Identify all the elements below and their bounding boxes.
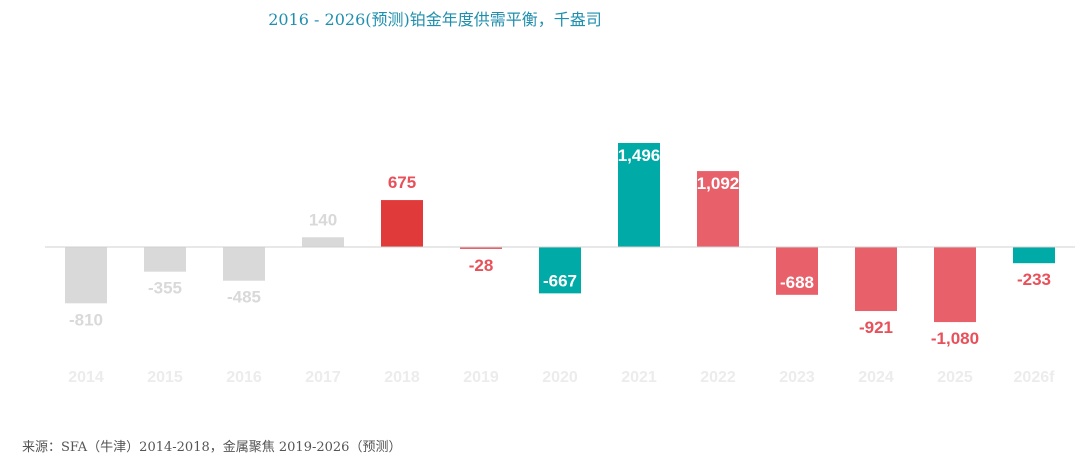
- data-label-2022: 1,092: [697, 174, 740, 193]
- bar-2026f: [1013, 247, 1055, 264]
- x-tick-2016: 2016: [226, 369, 262, 386]
- data-label-2016: -485: [227, 288, 261, 307]
- x-tick-2019: 2019: [463, 369, 499, 386]
- x-tick-2014: 2014: [68, 369, 104, 386]
- x-tick-2020: 2020: [542, 369, 578, 386]
- bar-2014: [65, 247, 107, 304]
- x-tick-2025: 2025: [937, 369, 973, 386]
- bar-2020: [539, 247, 581, 294]
- x-tick-2022: 2022: [700, 369, 736, 386]
- data-label-2021: 1,496: [618, 146, 661, 165]
- bar-2023: [776, 247, 818, 295]
- data-label-2014: -810: [69, 310, 103, 329]
- data-label-2019: -28: [469, 256, 494, 275]
- data-label-2020: -667: [543, 271, 577, 290]
- chart-title: 2016 - 2026(预测)铂金年度供需平衡，千盎司: [268, 10, 602, 29]
- data-label-2024: -921: [859, 318, 893, 337]
- bar-2021: [618, 143, 660, 247]
- data-label-2018: 675: [388, 173, 416, 192]
- x-tick-2021: 2021: [621, 369, 657, 386]
- x-tick-2017: 2017: [305, 369, 341, 386]
- bar-2022: [697, 171, 739, 247]
- bar-2018: [381, 200, 423, 247]
- bar-2024: [855, 247, 897, 312]
- data-label-2023: -688: [780, 273, 814, 292]
- bar-2025: [934, 247, 976, 323]
- data-label-2025: -1,080: [931, 329, 979, 348]
- bar-2016: [223, 247, 265, 281]
- x-tick-2026f: 2026f: [1014, 369, 1056, 386]
- data-label-2015: -355: [148, 279, 182, 298]
- x-tick-2015: 2015: [147, 369, 183, 386]
- bar-2017: [302, 237, 344, 247]
- x-tick-2018: 2018: [384, 369, 420, 386]
- bar-chart: -810 2014 -355 2015 -485 2016 140 2017 675 2018 -2…: [45, 143, 1075, 386]
- bar-2015: [144, 247, 186, 272]
- x-tick-2023: 2023: [779, 369, 815, 386]
- bar-2019: [460, 247, 502, 249]
- data-label-2017: 140: [309, 210, 337, 229]
- x-tick-2024: 2024: [858, 369, 894, 386]
- data-label-2026f: -233: [1017, 270, 1051, 289]
- source-note: 来源：SFA（牛津）2014-2018，金属聚焦 2019-2026（预测）: [22, 440, 402, 455]
